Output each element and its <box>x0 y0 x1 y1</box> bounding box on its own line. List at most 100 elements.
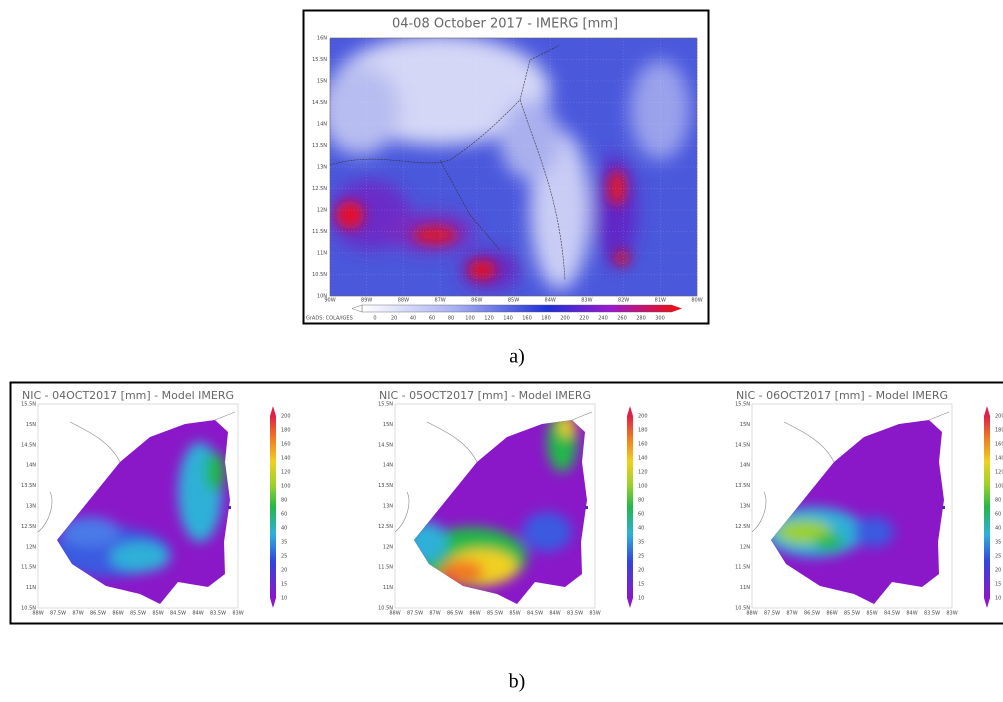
lat-label: 10.5N <box>21 606 36 612</box>
coastline <box>37 411 236 533</box>
lon-label: 84W <box>906 611 917 617</box>
lon-label: 85W <box>509 611 520 617</box>
colorbar-label: 100 <box>638 484 648 490</box>
lat-label: 11N <box>740 585 750 591</box>
colorbar-label: 240 <box>598 316 608 322</box>
lon-label: 88W <box>32 611 43 617</box>
colorbar-label: 160 <box>638 442 648 448</box>
lon-label: 87W <box>434 298 445 304</box>
lon-label: 87.5W <box>50 611 66 617</box>
colorbar-label: 80 <box>638 498 644 504</box>
lon-label: 83.5W <box>567 611 583 617</box>
lon-label: 86.5W <box>447 611 463 617</box>
credit: GrADS: COLA/IGES <box>306 316 353 322</box>
lat-label: 10N <box>317 294 327 300</box>
colorbar-label: 300 <box>655 316 665 322</box>
colorbar-label: 40 <box>638 526 644 532</box>
colorbar-label: 260 <box>617 316 627 322</box>
map-title: 04-08 October 2017 - IMERG [mm] <box>392 17 618 32</box>
colorbar-label: 15 <box>995 582 1001 588</box>
lat-label: 13.5N <box>378 483 393 489</box>
lon-label: 90W <box>324 298 335 304</box>
island <box>585 506 588 509</box>
map-title: NIC - 04OCT2017 [mm] - Model IMERG <box>22 389 234 402</box>
colorbar-label: 100 <box>465 316 475 322</box>
lon-label: 85W <box>866 611 877 617</box>
caption: a) <box>509 346 525 368</box>
lon-label: 86.5W <box>90 611 106 617</box>
lon-label: 86W <box>471 298 482 304</box>
lat-label: 15N <box>317 79 327 85</box>
precip-area <box>559 420 575 437</box>
precip-area <box>110 542 170 572</box>
precip-area <box>814 534 844 550</box>
lat-label: 12N <box>317 208 327 214</box>
lat-label: 15N <box>26 422 36 428</box>
colorbar-label: 80 <box>448 316 454 322</box>
colorbar-label: 180 <box>638 428 648 434</box>
colorbar-label: 60 <box>638 512 644 518</box>
colorbar-label: 220 <box>579 316 589 322</box>
colorbar-end <box>627 598 633 608</box>
lon-label: 85.5W <box>487 611 503 617</box>
colorbar-label: 120 <box>484 316 494 322</box>
colorbar-label: 140 <box>281 456 291 462</box>
lat-label: 11.5N <box>312 229 327 235</box>
lat-label: 13.5N <box>21 483 36 489</box>
colorbar-end <box>984 598 990 608</box>
lon-label: 83.5W <box>210 611 226 617</box>
lon-label: 83W <box>232 611 243 617</box>
lat-label: 11.5N <box>735 565 750 571</box>
lon-label: 87.5W <box>407 611 423 617</box>
lat-label: 14.5N <box>312 100 327 106</box>
lat-label: 14N <box>740 463 750 469</box>
colorbar <box>361 304 673 313</box>
colorbar-label: 40 <box>410 316 416 322</box>
lat-label: 12N <box>383 544 393 550</box>
colorbar-label: 35 <box>281 540 287 546</box>
lat-label: 13N <box>317 165 327 171</box>
colorbar-label: 200 <box>638 414 648 420</box>
island <box>228 506 231 509</box>
colorbar-end <box>627 406 633 416</box>
lon-label: 84W <box>192 611 203 617</box>
lat-label: 13.5N <box>312 143 327 149</box>
colorbar-label: 20 <box>391 316 397 322</box>
lat-label: 13N <box>383 504 393 510</box>
colorbar-label: 10 <box>995 596 1001 602</box>
colorbar-end <box>984 406 990 416</box>
lat-label: 12.5N <box>312 186 327 192</box>
lat-label: 12.5N <box>378 524 393 530</box>
lat-label: 14.5N <box>21 442 36 448</box>
lat-label: 10.5N <box>312 272 327 278</box>
lat-label: 11.5N <box>21 565 36 571</box>
lat-label: 15N <box>740 422 750 428</box>
colorbar-label: 120 <box>281 470 291 476</box>
colorbar-label: 10 <box>281 596 287 602</box>
colorbar-label: 25 <box>281 554 287 560</box>
lat-label: 12N <box>740 544 750 550</box>
colorbar-end <box>270 598 276 608</box>
lon-label: 82W <box>618 298 629 304</box>
precip <box>57 442 225 577</box>
lat-label: 10.5N <box>378 606 393 612</box>
lon-label: 85.5W <box>844 611 860 617</box>
lon-label: 83.5W <box>924 611 940 617</box>
colorbar-label: 140 <box>503 316 513 322</box>
precip-area <box>854 517 894 547</box>
colorbar-label: 80 <box>281 498 287 504</box>
lat-label: 10.5N <box>735 606 750 612</box>
island <box>942 506 945 509</box>
colorbar-label: 200 <box>995 414 1003 420</box>
lat-label: 13.5N <box>735 483 750 489</box>
colorbar-label: 40 <box>281 526 287 532</box>
lon-label: 84.5W <box>884 611 900 617</box>
lat-label: 14.5N <box>735 442 750 448</box>
colorbar-label: 60 <box>429 316 435 322</box>
lon-label: 85W <box>508 298 519 304</box>
colorbar-label: 15 <box>638 582 644 588</box>
colorbar-label: 200 <box>281 414 291 420</box>
lon-label: 89W <box>361 298 372 304</box>
lon-label: 88W <box>389 611 400 617</box>
